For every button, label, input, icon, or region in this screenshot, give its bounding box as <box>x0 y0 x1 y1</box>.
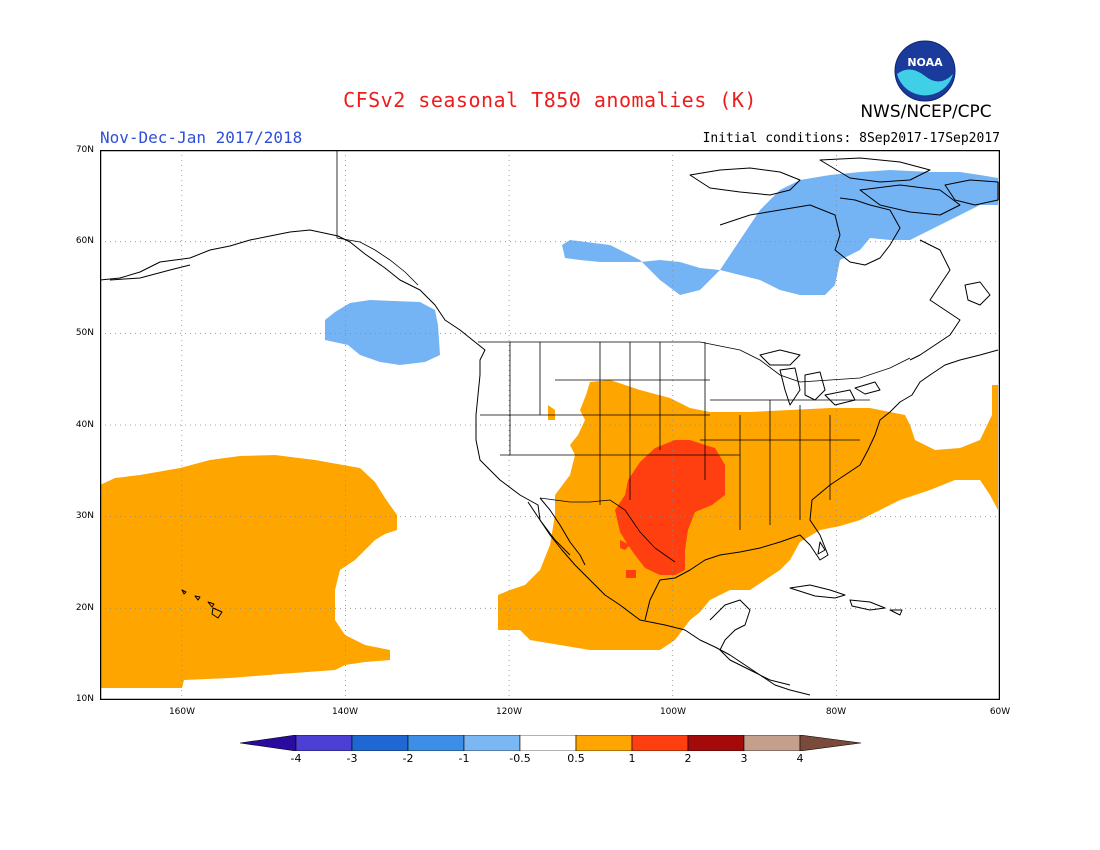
colorbar-label: 1 <box>628 752 636 765</box>
logo-text: NOAA <box>907 56 943 69</box>
chart-title: CFSv2 seasonal T850 anomalies (K) <box>343 88 757 112</box>
anomaly-map <box>100 150 1000 700</box>
colorbar-arrow-left <box>240 735 297 751</box>
neg-anomaly-gulf-alaska <box>325 300 440 365</box>
colorbar-segment <box>519 735 577 751</box>
pos-anomaly-pacific <box>100 455 397 688</box>
colorbar-label: 0.5 <box>567 752 585 765</box>
lat-label-10n: 10N <box>75 694 94 704</box>
colorbar-label: -2 <box>402 752 414 765</box>
lat-label-30n: 30N <box>75 511 94 521</box>
colorbar-segment <box>295 735 353 751</box>
colorbar-segment <box>463 735 521 751</box>
lon-label-60w: 60W <box>989 707 1011 717</box>
coastlines <box>100 157 999 696</box>
colorbar-segment <box>407 735 465 751</box>
color-bar <box>240 735 862 751</box>
agency-label: NWS/NCEP/CPC <box>860 102 992 122</box>
colorbar-label: -0.5 <box>509 752 531 765</box>
lon-label-160w: 160W <box>168 707 196 717</box>
colorbar-label: -3 <box>346 752 358 765</box>
colorbar-segment <box>743 735 801 751</box>
lon-label-100w: 100W <box>659 707 687 717</box>
colorbar-segment <box>687 735 745 751</box>
colorbar-segment <box>631 735 689 751</box>
colorbar-label: 4 <box>796 752 804 765</box>
colorbar-label: 2 <box>684 752 692 765</box>
period-label: Nov-Dec-Jan 2017/2018 <box>100 128 303 147</box>
colorbar-arrow-right <box>799 735 862 751</box>
lat-label-60n: 60N <box>75 236 94 246</box>
colorbar-segment <box>351 735 409 751</box>
colorbar-segment <box>575 735 633 751</box>
lon-label-80w: 80W <box>825 707 847 717</box>
colorbar-label: 3 <box>740 752 748 765</box>
colorbar-label: -1 <box>458 752 470 765</box>
gridlines <box>100 150 1000 700</box>
noaa-logo: NOAA <box>894 40 956 102</box>
lat-label-50n: 50N <box>75 328 94 338</box>
pos-anomaly-north-america <box>498 380 998 650</box>
colorbar-label: -4 <box>290 752 302 765</box>
neg-anomaly-canada <box>562 170 998 295</box>
lat-label-40n: 40N <box>75 420 94 430</box>
lon-label-120w: 120W <box>495 707 523 717</box>
lat-label-20n: 20N <box>75 603 94 613</box>
lon-label-140w: 140W <box>331 707 359 717</box>
pos-anomaly-texas <box>615 440 725 578</box>
lat-label-70n: 70N <box>75 145 94 155</box>
borders <box>336 150 911 563</box>
initial-conditions-label: Initial conditions: 8Sep2017-17Sep2017 <box>702 131 1000 146</box>
